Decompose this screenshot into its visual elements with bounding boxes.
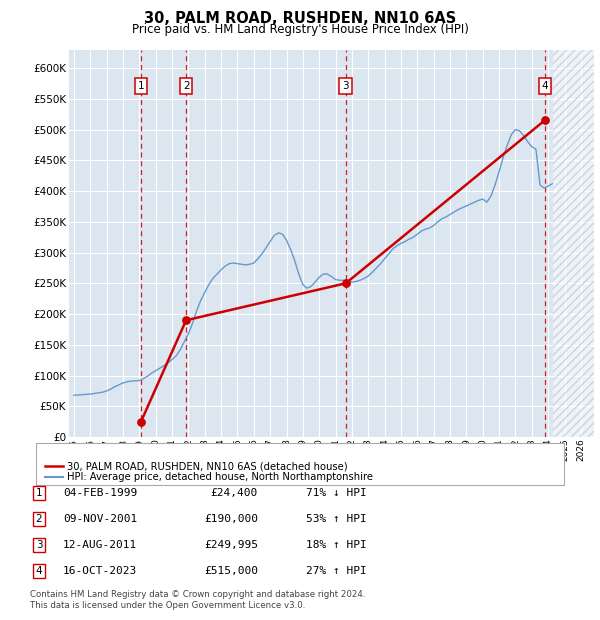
Point [540,115,550,125]
Text: 3: 3 [343,81,349,91]
Text: 30, PALM ROAD, RUSHDEN, NN10 6AS: 30, PALM ROAD, RUSHDEN, NN10 6AS [144,11,456,25]
Text: 30, PALM ROAD, RUSHDEN, NN10 6AS (detached house): 30, PALM ROAD, RUSHDEN, NN10 6AS (detach… [67,461,348,471]
Text: £190,000: £190,000 [204,514,258,524]
Text: HPI: Average price, detached house, North Northamptonshire: HPI: Average price, detached house, Nort… [67,472,373,482]
Point [181,316,191,326]
Bar [553,50,594,437]
Text: 1: 1 [35,488,43,498]
Text: Price paid vs. HM Land Registry's House Price Index (HPI): Price paid vs. HM Land Registry's House … [131,23,469,36]
Text: Contains HM Land Registry data © Crown copyright and database right 2024.
This d: Contains HM Land Registry data © Crown c… [30,590,365,609]
Text: 4: 4 [541,81,548,91]
Text: 3: 3 [35,540,43,550]
Point [341,278,350,288]
Text: 18% ↑ HPI: 18% ↑ HPI [306,540,367,550]
Text: 12-AUG-2011: 12-AUG-2011 [63,540,137,550]
Text: 16-OCT-2023: 16-OCT-2023 [63,566,137,576]
Text: 71% ↓ HPI: 71% ↓ HPI [306,488,367,498]
Point [136,417,146,427]
Text: 53% ↑ HPI: 53% ↑ HPI [306,514,367,524]
Text: 04-FEB-1999: 04-FEB-1999 [63,488,137,498]
Text: £249,995: £249,995 [204,540,258,550]
Text: 2: 2 [183,81,190,91]
Text: 4: 4 [35,566,43,576]
Text: 27% ↑ HPI: 27% ↑ HPI [306,566,367,576]
Text: 2: 2 [35,514,43,524]
Text: £24,400: £24,400 [211,488,258,498]
Text: 09-NOV-2001: 09-NOV-2001 [63,514,137,524]
Text: £515,000: £515,000 [204,566,258,576]
Text: 1: 1 [137,81,144,91]
